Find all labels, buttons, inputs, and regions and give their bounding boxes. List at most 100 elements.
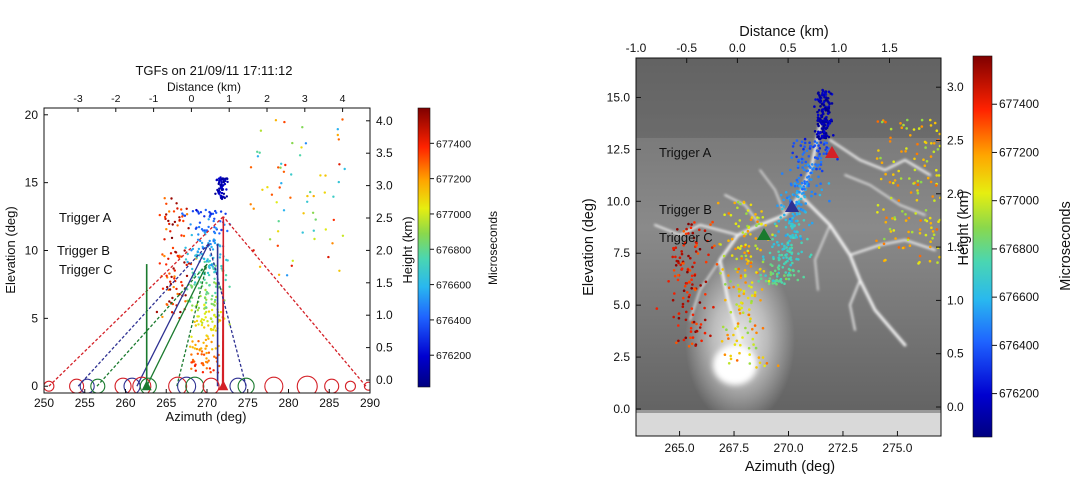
right-scatter-point <box>737 294 741 298</box>
right-scatter-point <box>736 325 740 328</box>
right-scatter-point <box>692 236 696 240</box>
left-trigger-c-label: Trigger C <box>59 262 113 277</box>
right-scatter-point <box>877 149 880 152</box>
right-right-tick-label: 1.0 <box>947 293 964 307</box>
right-right-tick-label: 2.0 <box>947 187 964 201</box>
right-scatter-point <box>827 106 831 110</box>
left-scatter-point <box>170 197 173 200</box>
right-scatter-point <box>812 167 815 170</box>
right-scatter-point <box>772 257 775 261</box>
right-scatter-point <box>797 202 801 205</box>
right-scatter-point <box>810 194 813 198</box>
right-scatter-point <box>747 313 751 317</box>
right-scatter-point <box>694 344 697 347</box>
right-x-tick-label: 265.0 <box>665 441 695 455</box>
right-scatter-point <box>788 195 791 198</box>
left-scatter-point <box>209 371 212 374</box>
right-scatter-point <box>768 277 772 280</box>
left-scatter-point <box>184 300 187 303</box>
right-scatter-point <box>779 277 783 281</box>
left-trigger-line <box>77 243 210 387</box>
left-scatter-point <box>225 195 228 198</box>
right-scatter-point <box>786 241 790 245</box>
left-right-tick-label: 2.5 <box>376 211 393 225</box>
right-scatter-point <box>756 220 759 223</box>
left-trigger-b-label: Trigger B <box>57 243 110 258</box>
right-scatter-point <box>729 280 732 283</box>
right-scatter-point <box>892 173 895 176</box>
left-scatter-point <box>191 346 194 349</box>
right-scatter-point <box>787 221 791 225</box>
right-trigger-a-label: Trigger A <box>659 145 712 160</box>
right-scatter-point <box>736 200 740 204</box>
right-scatter-point <box>748 353 751 356</box>
right-scatter-point <box>690 287 693 290</box>
left-scatter-point <box>338 163 341 166</box>
right-scatter-point <box>908 244 912 247</box>
right-scatter-point <box>769 271 773 274</box>
right-scatter-point <box>801 153 805 156</box>
right-scatter-point <box>695 329 699 333</box>
right-scatter-point <box>776 204 779 207</box>
left-scatter-point <box>205 310 208 314</box>
left-scatter-point <box>203 304 206 307</box>
right-scatter-point <box>695 241 698 245</box>
left-scatter-point <box>168 300 171 303</box>
right-scatter-point <box>821 94 825 97</box>
left-scatter-point <box>207 273 211 277</box>
right-scatter-point <box>825 146 828 149</box>
left-right-tick-label: 1.0 <box>376 308 393 322</box>
right-scatter-point <box>780 242 784 246</box>
left-scatter-point <box>197 212 200 215</box>
right-scatter-point <box>719 243 722 246</box>
right-scatter-point <box>821 91 824 95</box>
right-scatter-point <box>763 364 766 368</box>
left-scatter-point <box>302 212 305 215</box>
left-scatter-point <box>196 315 199 318</box>
left-trigger-marker <box>141 380 152 391</box>
right-scatter-point <box>791 226 794 229</box>
right-scatter-point <box>761 326 765 330</box>
right-scatter-point <box>757 356 761 359</box>
left-scatter-point <box>212 369 215 372</box>
left-x-tick-label: 250 <box>34 396 54 410</box>
right-scatter-point <box>897 169 900 173</box>
right-scatter-point <box>784 225 788 229</box>
left-scatter-point <box>280 182 283 185</box>
right-scatter-point <box>734 267 737 271</box>
left-station-circle <box>229 377 247 393</box>
right-scatter-point <box>690 274 694 278</box>
right-scatter-point <box>931 237 934 240</box>
right-scatter-point <box>914 212 917 215</box>
right-scatter-point <box>762 270 766 273</box>
right-scatter-point <box>709 334 712 338</box>
left-scatter-point <box>184 258 188 261</box>
right-scatter-point <box>876 120 880 123</box>
left-scatter-point <box>168 288 172 291</box>
right-scatter-point <box>724 298 727 302</box>
right-scatter-point <box>749 265 753 268</box>
left-y-tick-label: 0 <box>31 379 38 393</box>
right-colorbar-ticks: 676200 676400 676600 676800 677000 677200 6774… <box>992 97 1039 401</box>
left-scatter-point <box>196 250 199 254</box>
right-scatter-point <box>786 274 790 277</box>
right-scatter-point <box>735 339 739 343</box>
right-scatter-point <box>746 296 750 300</box>
left-scatter-point <box>205 344 208 348</box>
right-scatter-point <box>824 117 828 120</box>
right-scatter-point <box>773 281 777 285</box>
right-scatter-point <box>699 323 703 326</box>
right-scatter-point <box>799 237 803 241</box>
right-scatter-point <box>904 213 907 216</box>
right-scatter-point <box>923 164 927 167</box>
right-scatter-point <box>879 177 883 181</box>
right-scatter-point <box>909 191 913 194</box>
right-scatter-point <box>698 247 702 251</box>
lightning-photo-background <box>636 58 941 436</box>
left-top-tick-label: -1 <box>149 93 158 105</box>
right-scatter-point <box>816 135 819 139</box>
left-scatter-point <box>196 352 199 355</box>
right-scatter-point <box>774 234 777 237</box>
right-scatter-point <box>756 247 759 250</box>
right-scatter-point <box>764 279 768 283</box>
